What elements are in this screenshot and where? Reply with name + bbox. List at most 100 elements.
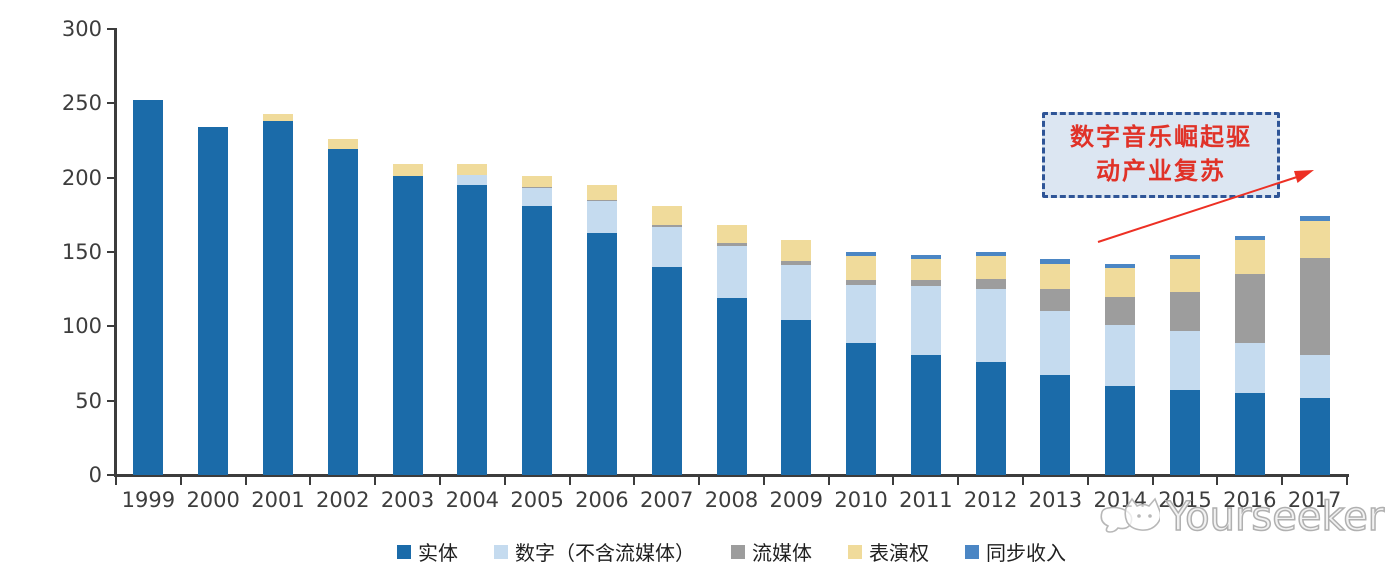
bar-segment-2017	[1299, 220, 1330, 258]
bar-segment-2005	[522, 176, 553, 187]
legend-item: 表演权	[848, 537, 929, 566]
bar-segment-2015	[1170, 254, 1201, 260]
bar-segment-2012	[975, 278, 1006, 290]
bar-segment-2014	[1105, 296, 1136, 325]
bar-segment-2006	[586, 232, 617, 475]
x-axis-tick-label: 2011	[899, 488, 953, 512]
legend-item: 实体	[397, 537, 458, 566]
bar-segment-2006	[586, 201, 617, 233]
bar-segment-2007	[651, 266, 682, 475]
bar-segment-2011	[910, 280, 941, 287]
bar-segment-2003	[392, 176, 423, 475]
x-axis-tick-label: 2010	[834, 488, 888, 512]
legend-item: 数字（不含流媒体）	[494, 537, 695, 566]
bar-segment-2014	[1105, 385, 1136, 475]
chart-legend: 实体 数字（不含流媒体） 流媒体 表演权 同步收入	[116, 537, 1347, 566]
bar-segment-2009	[781, 240, 812, 261]
bar-segment-2017	[1299, 354, 1330, 398]
bar-segment-2014	[1105, 268, 1136, 297]
bar-segment-2010	[846, 252, 877, 257]
bar-segment-2005	[522, 186, 553, 189]
y-axis-tick	[107, 176, 115, 179]
bar-segment-2001	[262, 113, 293, 122]
x-axis-tick-label: 2017	[1287, 488, 1342, 512]
x-axis-tick-label: 2000	[186, 488, 240, 512]
annotation-text-line2: 动产业复苏	[1096, 159, 1226, 185]
x-axis-line	[114, 474, 1349, 477]
bar-segment-2016	[1234, 274, 1265, 343]
y-axis-tick-label: 250	[61, 91, 102, 116]
legend-label: 同步收入	[986, 543, 1066, 565]
x-axis-tick-label: 2005	[510, 488, 564, 512]
y-axis-tick	[107, 325, 115, 328]
y-axis-tick-label: 50	[75, 388, 102, 413]
legend-swatch-icon	[848, 544, 862, 559]
x-axis-tick	[115, 476, 117, 485]
bar-segment-2007	[651, 226, 682, 267]
x-axis-tick-label: 2003	[380, 488, 435, 512]
y-axis-tick-label: 300	[61, 17, 102, 41]
bar-segment-2014	[1105, 324, 1136, 386]
annotation-callout: 数字音乐崛起驱 动产业复苏	[1042, 112, 1280, 198]
x-axis-tick-label: 2016	[1223, 488, 1277, 512]
x-axis-tick-label: 2002	[316, 488, 370, 512]
watermark: Yourseeker	[1098, 493, 1385, 541]
x-axis-tick-label: 2007	[639, 488, 694, 512]
x-axis-tick-label: 2004	[445, 488, 500, 512]
bar-segment-2009	[781, 265, 812, 321]
legend-label: 数字（不含流媒体）	[515, 543, 695, 565]
bar-segment-2013	[1040, 259, 1071, 264]
x-axis-tick	[698, 476, 701, 485]
legend-item: 同步收入	[965, 537, 1066, 566]
bar-segment-2011	[910, 286, 941, 355]
y-axis-tick-label: 100	[61, 314, 102, 339]
bar-segment-2008	[716, 243, 747, 247]
x-axis-tick-label: 2008	[704, 488, 759, 512]
bar-segment-2005	[522, 205, 553, 475]
bar-segment-2011	[910, 254, 941, 260]
watermark-text: Yourseeker	[1165, 493, 1385, 541]
x-axis-tick-label: 2012	[963, 488, 1018, 512]
bar-segment-2008	[716, 225, 747, 244]
x-axis-tick	[1346, 476, 1348, 485]
bar-segment-2008	[716, 246, 747, 299]
bar-segment-2016	[1234, 342, 1265, 394]
bar-segment-2016	[1234, 393, 1265, 475]
bar-segment-2013	[1040, 311, 1071, 376]
bar-segment-2010	[846, 342, 877, 475]
bar-segment-2012	[975, 362, 1006, 475]
x-axis-tick	[309, 476, 312, 485]
bar-segment-2013	[1040, 375, 1071, 475]
bar-segment-2013	[1040, 263, 1071, 290]
bar-segment-2007	[651, 225, 682, 227]
y-axis-line	[114, 28, 117, 476]
legend-label: 实体	[418, 543, 458, 565]
x-axis-tick	[179, 476, 182, 485]
x-axis-tick	[568, 476, 571, 485]
x-axis-tick	[1151, 476, 1154, 485]
x-axis-tick	[438, 476, 441, 485]
bar-segment-2017	[1299, 216, 1330, 221]
legend-swatch-icon	[731, 544, 745, 559]
bar-segment-2011	[910, 259, 941, 281]
x-axis-tick	[762, 476, 765, 485]
bar-segment-2014	[1105, 263, 1136, 269]
bar-segment-2012	[975, 256, 1006, 279]
bar-segment-2004	[457, 174, 488, 186]
legend-label: 流媒体	[752, 543, 812, 565]
x-axis-tick	[957, 476, 960, 485]
y-axis-tick	[107, 399, 115, 402]
bar-segment-2005	[522, 188, 553, 206]
bar-segment-2010	[846, 256, 877, 281]
bar-segment-2001	[262, 121, 293, 475]
x-axis-tick	[1022, 476, 1025, 485]
x-axis-tick	[892, 476, 895, 485]
x-axis-tick	[374, 476, 377, 485]
legend-swatch-icon	[494, 544, 508, 559]
x-axis-tick-label: 2015	[1158, 488, 1212, 512]
bar-segment-1999	[133, 100, 164, 475]
y-axis-tick-label: 200	[61, 165, 102, 190]
bar-segment-2012	[975, 252, 1006, 257]
bar-segment-2002	[327, 149, 358, 475]
x-axis-tick	[1216, 476, 1219, 485]
